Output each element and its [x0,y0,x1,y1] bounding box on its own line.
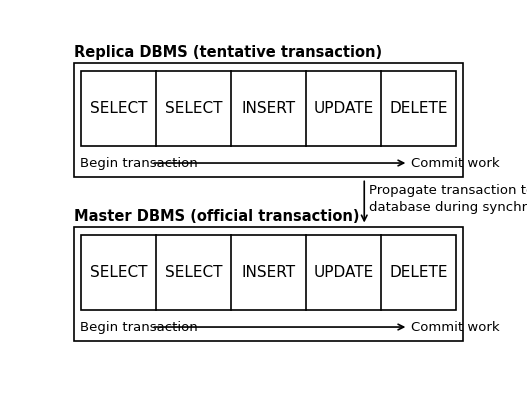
Text: Propagate transaction to master
database during synchronization: Propagate transaction to master database… [369,184,527,214]
Text: SELECT: SELECT [165,101,222,116]
Text: DELETE: DELETE [389,265,447,280]
Text: INSERT: INSERT [241,265,296,280]
Text: Begin transaction: Begin transaction [80,320,198,333]
Text: UPDATE: UPDATE [313,101,374,116]
Text: SELECT: SELECT [165,265,222,280]
Text: Commit work: Commit work [412,320,500,333]
Bar [81,70,456,146]
Text: DELETE: DELETE [389,101,447,116]
Text: Commit work: Commit work [412,156,500,169]
Text: Replica DBMS (tentative transaction): Replica DBMS (tentative transaction) [74,45,382,60]
Bar [74,227,463,341]
Text: SELECT: SELECT [90,101,148,116]
Text: UPDATE: UPDATE [313,265,374,280]
Bar [74,63,463,177]
Text: SELECT: SELECT [90,265,148,280]
Bar [81,234,456,310]
Text: Begin transaction: Begin transaction [80,156,198,169]
Text: Master DBMS (official transaction): Master DBMS (official transaction) [74,209,359,224]
Text: INSERT: INSERT [241,101,296,116]
